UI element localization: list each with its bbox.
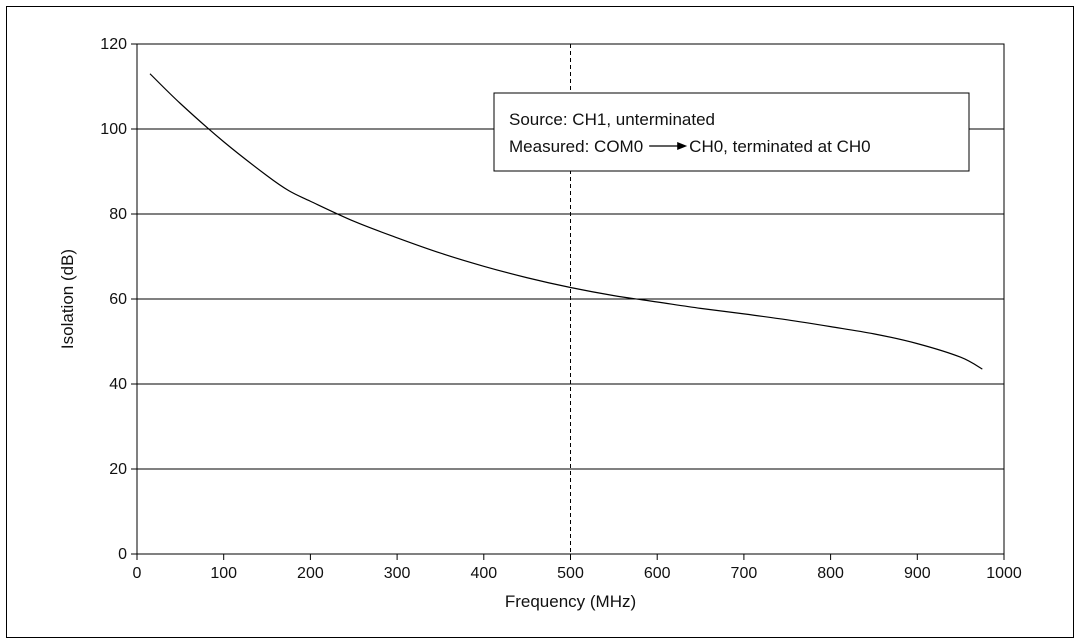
x-tick-label-400: 400 — [470, 565, 497, 582]
x-tick-label-1000: 1000 — [986, 565, 1022, 582]
y-tick-label-80: 80 — [109, 206, 127, 223]
y-axis-title: Isolation (dB) — [58, 249, 77, 349]
y-tick-label-0: 0 — [118, 546, 127, 563]
y-tick-label-40: 40 — [109, 376, 127, 393]
chart-frame: 0 100 200 300 400 500 600 700 800 900 1000 0 20 40 60… — [6, 6, 1074, 638]
x-tick-label-900: 900 — [904, 565, 931, 582]
x-axis-ticks: 0 100 200 300 400 500 600 700 800 900 1000 — [133, 554, 1022, 582]
y-tick-label-20: 20 — [109, 461, 127, 478]
x-tick-label-100: 100 — [210, 565, 237, 582]
legend-source-text: Source: CH1, unterminated — [509, 110, 715, 129]
x-tick-label-0: 0 — [133, 565, 142, 582]
legend-box — [493, 92, 970, 172]
x-axis-title: Frequency (MHz) — [505, 592, 636, 611]
y-tick-label-120: 120 — [100, 36, 127, 53]
y-tick-label-100: 100 — [100, 121, 127, 138]
x-tick-label-500: 500 — [557, 565, 584, 582]
x-tick-label-200: 200 — [297, 565, 324, 582]
x-tick-label-800: 800 — [817, 565, 844, 582]
y-tick-label-60: 60 — [109, 291, 127, 308]
isolation-curve — [149, 73, 983, 370]
x-tick-label-700: 700 — [731, 565, 758, 582]
legend-measured-target-text: CH0, terminated at CH0 — [689, 137, 870, 156]
isolation-chart: 0 100 200 300 400 500 600 700 800 900 1000 0 20 40 60… — [58, 36, 1022, 611]
x-tick-label-300: 300 — [384, 565, 411, 582]
legend-measured-text: Measured: COM0 — [509, 137, 643, 156]
arrow-head-icon — [677, 142, 688, 150]
y-axis-ticks: 0 20 40 60 80 100 120 — [100, 36, 137, 563]
x-tick-label-600: 600 — [644, 565, 671, 582]
legend: Source: CH1, unterminated Measured: COM0… — [493, 92, 970, 172]
